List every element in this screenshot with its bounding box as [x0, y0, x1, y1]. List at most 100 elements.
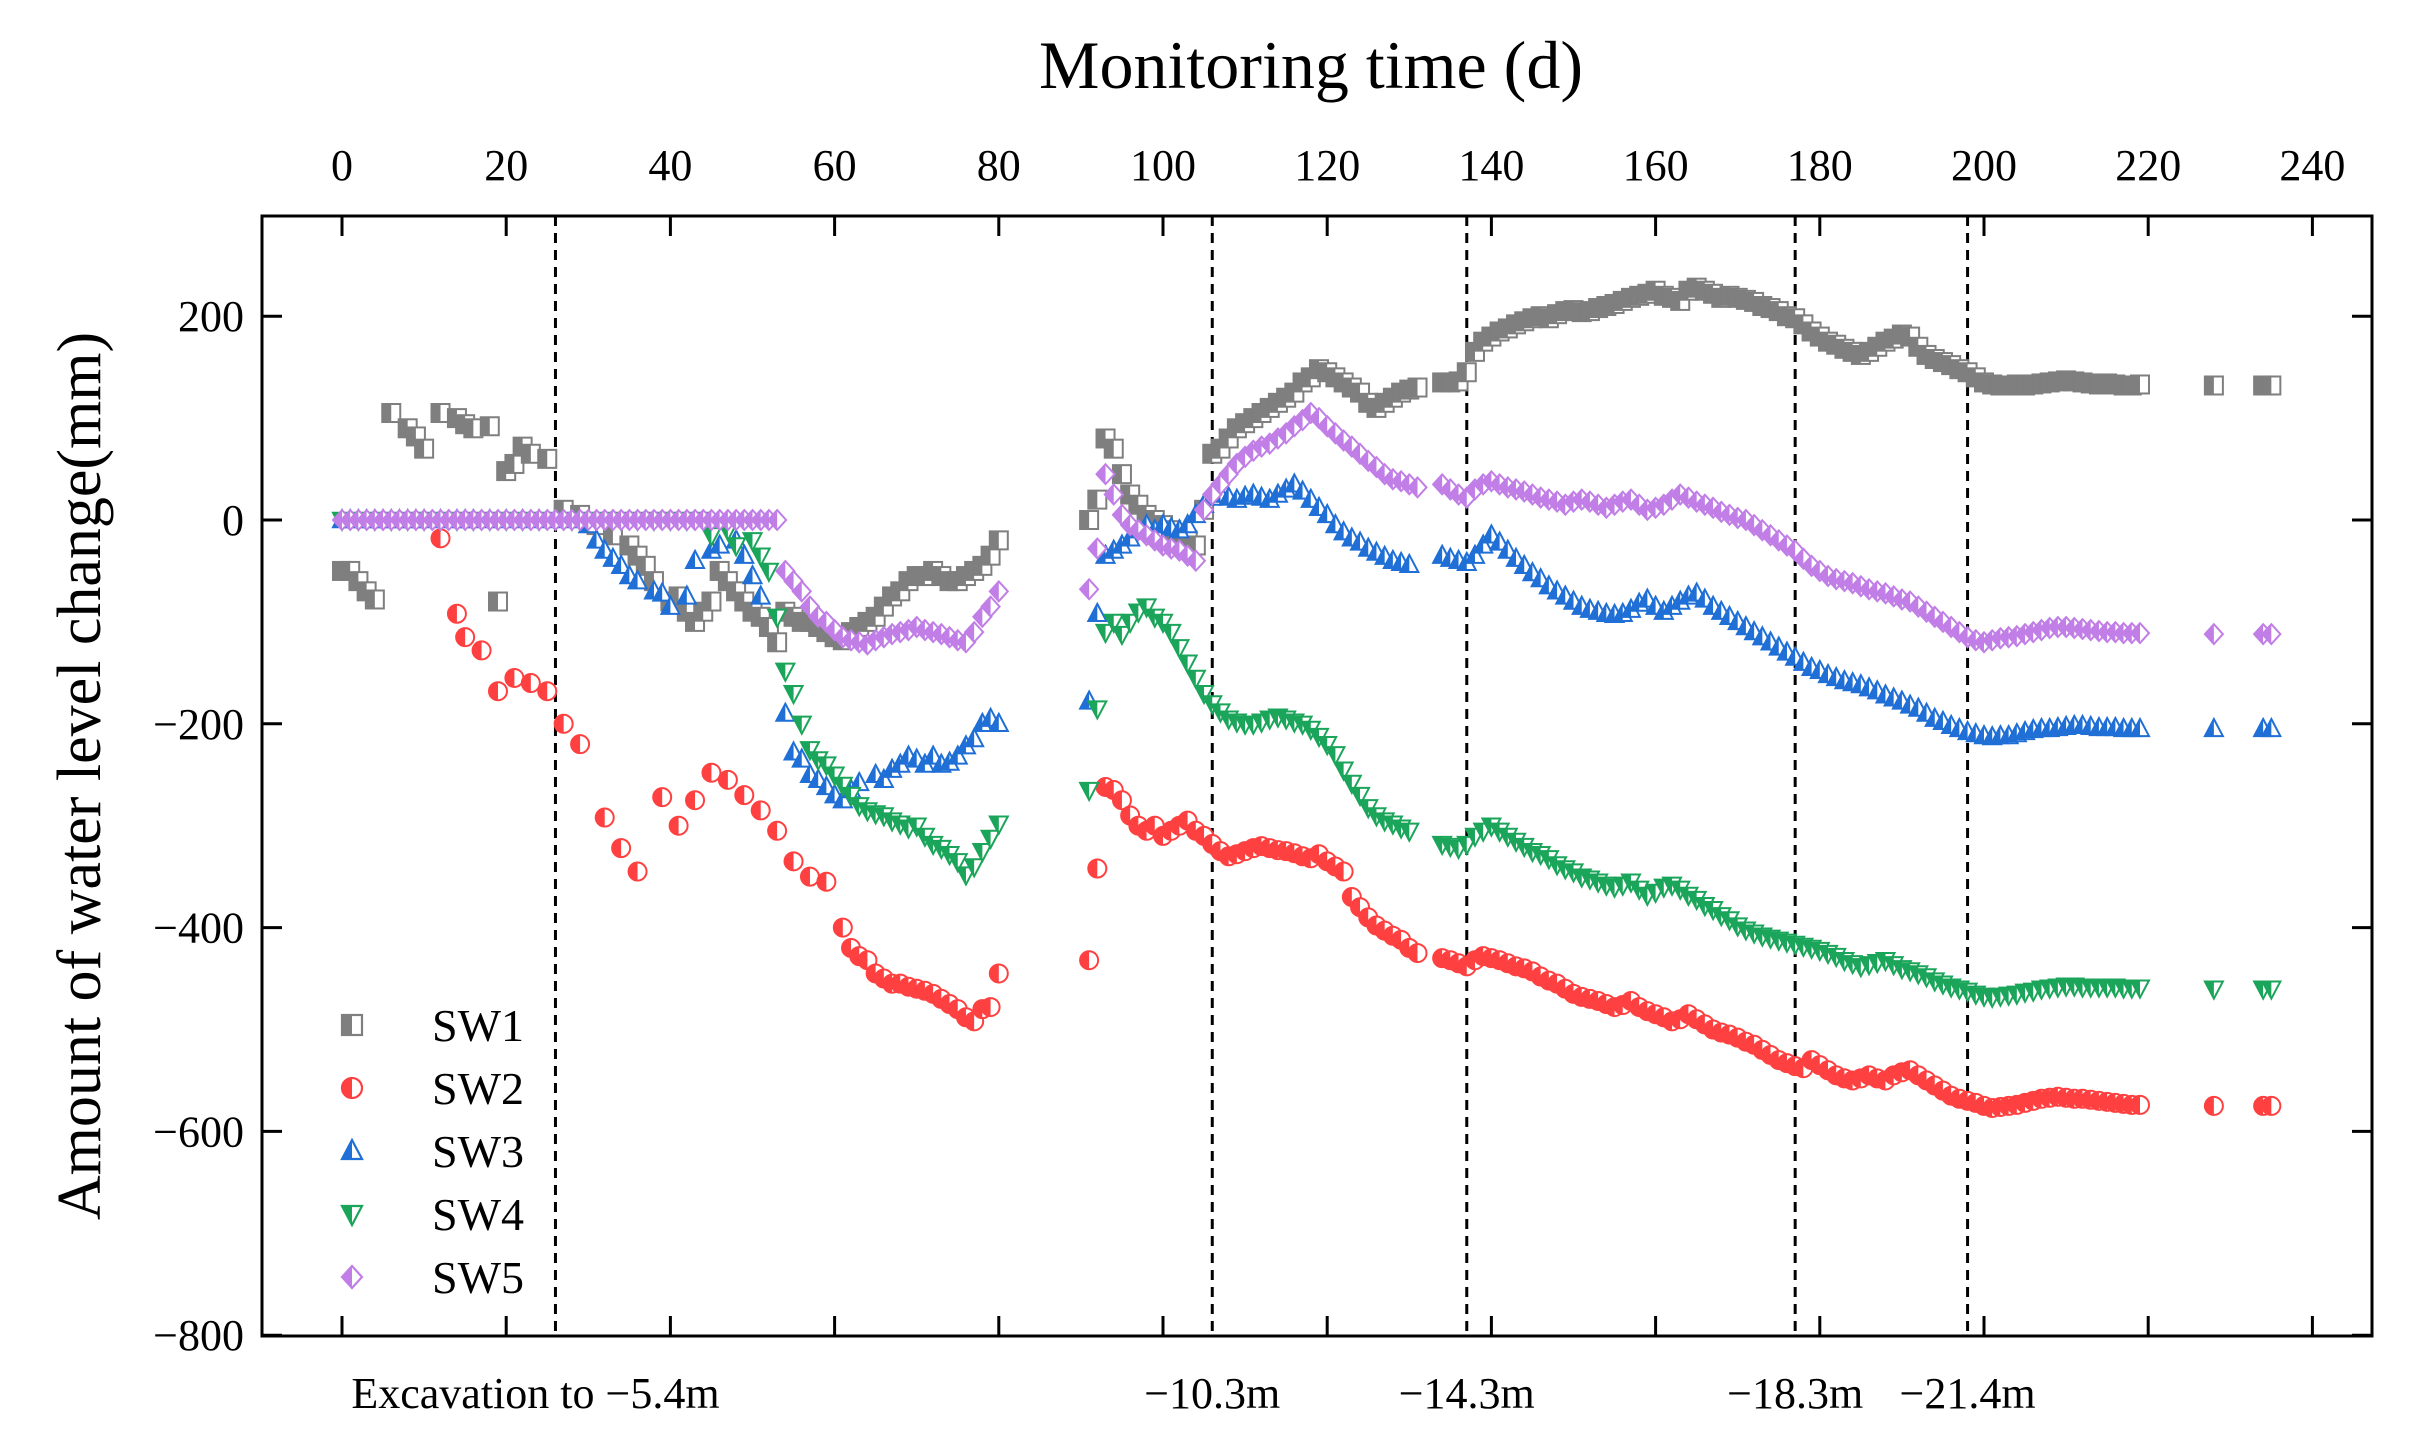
data-point [980, 595, 1001, 619]
x-tick-label: 160 [1623, 141, 1689, 190]
data-point [1193, 498, 1215, 522]
data-point [734, 785, 755, 806]
data-point [463, 418, 484, 439]
data-point [725, 537, 747, 558]
data-point [1350, 897, 1371, 918]
data-point [816, 871, 837, 892]
data-point [832, 917, 853, 938]
data-point [1103, 483, 1125, 506]
data-point [799, 741, 821, 762]
legend-label: SW2 [432, 1063, 524, 1114]
data-point [1472, 533, 1494, 554]
y-tick-label: −600 [153, 1107, 244, 1156]
data-point [823, 766, 846, 787]
data-point [2203, 716, 2225, 738]
data-point [750, 800, 771, 821]
data-point [594, 807, 615, 828]
data-point [971, 842, 994, 864]
data-point [767, 820, 788, 841]
data-point [1078, 781, 1100, 803]
data-point [980, 997, 1001, 1018]
data-point [471, 640, 492, 661]
data-point [1160, 623, 1182, 645]
data-points [331, 277, 2283, 1118]
data-point [446, 603, 467, 624]
data-point [873, 767, 895, 789]
data-point [1398, 822, 1420, 843]
data-point [709, 533, 731, 554]
data-point [799, 866, 820, 887]
data-point [1398, 552, 1420, 574]
data-point [1111, 464, 1132, 485]
stage-markers: Excavation to −5.4m −10.3m −14.3m −18.3m −21… [351, 216, 2036, 1418]
data-point [758, 562, 780, 583]
series-sw5 [331, 401, 2282, 656]
data-point [717, 769, 738, 790]
data-point [1094, 623, 1117, 645]
data-point [430, 528, 451, 549]
data-point [922, 744, 944, 765]
x-tick-label: 80 [977, 141, 1021, 190]
data-point [1103, 438, 1124, 459]
data-point [1176, 654, 1199, 675]
data-point [1119, 613, 1141, 634]
axes: 0 20 40 60 80 100 120 140 160 180 200 220 240 −800 −60… [153, 141, 2374, 1360]
data-point [1324, 746, 1347, 767]
data-point [2129, 621, 2151, 645]
legend-marker [340, 1264, 364, 1290]
data-point [1193, 685, 1215, 706]
data-point [2261, 1095, 2282, 1116]
data-point [988, 963, 1009, 984]
data-point [1078, 577, 1100, 601]
data-point [750, 584, 772, 605]
data-point [2129, 1094, 2150, 1115]
stage-label: −10.3m [1144, 1369, 1280, 1418]
data-point [1407, 377, 1428, 398]
data-point [553, 713, 574, 734]
y-tick-label: −200 [153, 700, 244, 749]
data-point [741, 563, 764, 585]
data-point [947, 744, 969, 765]
data-point [2260, 716, 2283, 738]
data-point [487, 591, 508, 612]
data-point [364, 589, 385, 610]
data-point [676, 584, 698, 605]
data-point [520, 443, 541, 464]
series-sw4 [331, 511, 2283, 1009]
data-point [1103, 613, 1125, 634]
data-point [782, 685, 805, 706]
data-point [1095, 462, 1116, 486]
data-point [594, 538, 616, 559]
legend-marker [340, 1013, 364, 1037]
stage-label: −18.3m [1727, 1369, 1863, 1418]
data-point [774, 701, 796, 722]
data-point [988, 711, 1010, 732]
legend-label: SW5 [432, 1252, 524, 1303]
data-point [381, 403, 402, 424]
data-point [2129, 374, 2150, 395]
y-tick-label: −400 [153, 904, 244, 953]
legend-marker [340, 1137, 364, 1161]
data-point [1456, 835, 1478, 857]
data-point [840, 786, 862, 808]
data-point [1850, 574, 1872, 598]
data-point [963, 858, 985, 879]
data-point [626, 569, 649, 590]
data-point [791, 747, 813, 768]
x-tick-label: 180 [1787, 141, 1853, 190]
data-point [741, 532, 764, 553]
legend-label: SW3 [432, 1126, 524, 1177]
data-point [1333, 861, 1354, 882]
data-point [537, 681, 558, 702]
data-point [1333, 429, 1354, 452]
data-point [1464, 543, 1486, 564]
data-point [668, 815, 689, 836]
data-point [988, 579, 1010, 603]
data-point [430, 403, 451, 424]
data-point [1497, 538, 1519, 559]
data-point [652, 787, 673, 808]
data-point [1168, 639, 1191, 660]
y-tick-label: −800 [153, 1311, 244, 1360]
x-tick-label: 40 [648, 141, 692, 190]
